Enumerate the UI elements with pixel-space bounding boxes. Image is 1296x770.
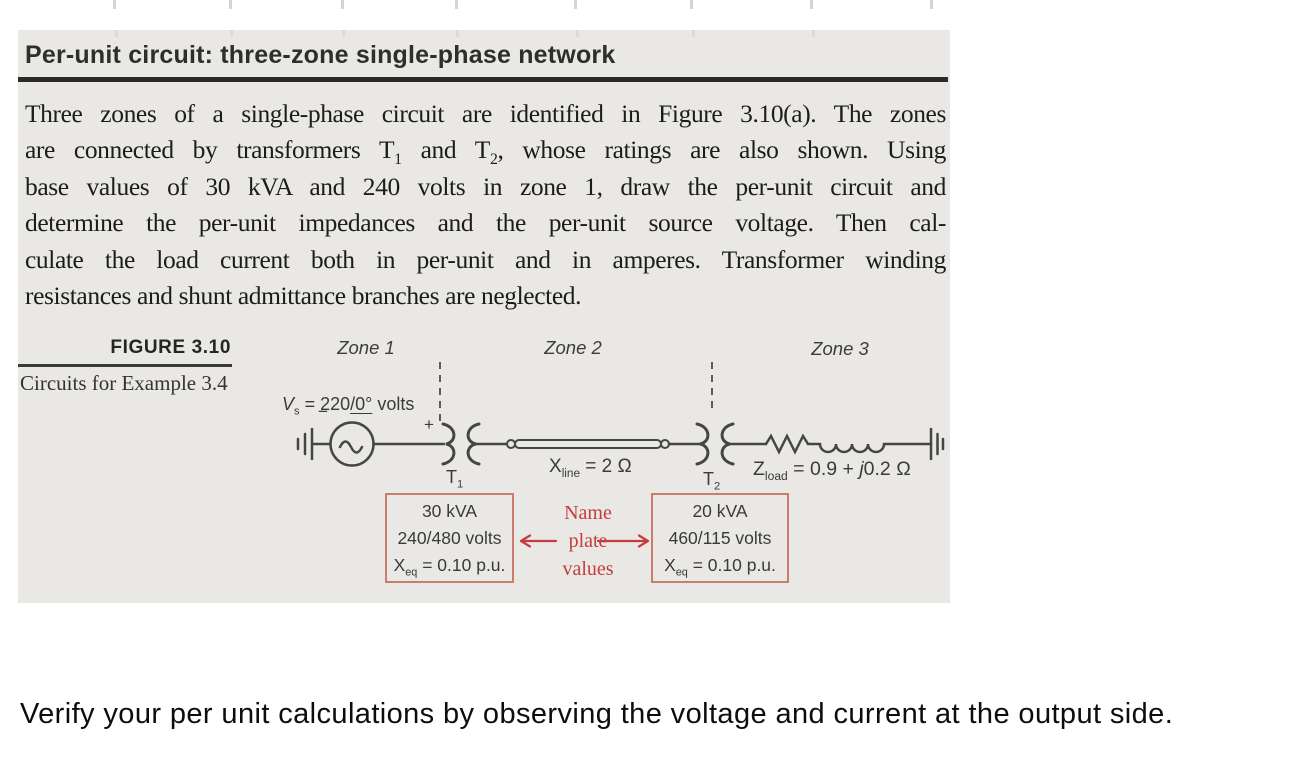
- ground-left-icon: [296, 427, 314, 461]
- scan-artifact-tick: [341, 0, 344, 9]
- scan-artifact-tick: [692, 30, 695, 37]
- scan-artifact-tick: [342, 30, 345, 37]
- nameplate-values-note: Name plate values: [532, 499, 644, 583]
- scan-artifact-tick: [810, 0, 813, 9]
- ac-source-icon: [310, 421, 375, 467]
- scan-artifact-tick: [576, 30, 579, 37]
- paragraph-line: culate the load current both in per-unit…: [25, 244, 946, 274]
- t2-rating-xeq: Xeq = 0.10 p.u.: [664, 555, 776, 579]
- t2-rating-kva: 20 kVA: [692, 501, 748, 521]
- t2-nameplate-box: 20 kVA 460/115 volts Xeq = 0.10 p.u.: [651, 493, 789, 583]
- nameplate-line: values: [562, 558, 614, 580]
- transformer-t2-icon: [695, 422, 735, 466]
- scan-artifact-tick: [230, 30, 233, 37]
- nameplate-line: plate: [568, 530, 608, 552]
- figure-caption: Circuits for Example 3.4: [20, 371, 228, 395]
- scan-artifact-tick: [690, 0, 693, 9]
- t1-rating-volts: 240/480 volts: [397, 528, 502, 548]
- source-voltage-label: Vs = 220/0° volts: [282, 394, 415, 418]
- scan-artifact-tick: [115, 30, 118, 37]
- paragraph-line: base values of 30 kVA and 240 volts in z…: [25, 171, 946, 201]
- transformer-t2-label: T2: [703, 469, 721, 493]
- nameplate-line: Name: [564, 502, 612, 524]
- heading-rule: [18, 77, 948, 82]
- t2-rating-volts: 460/115 volts: [668, 528, 772, 548]
- nameplate-arrow-left-icon: [519, 534, 558, 548]
- section-heading: Per-unit circuit: three-zone single-phas…: [25, 41, 616, 69]
- nameplate-arrow-right-icon: [596, 534, 650, 548]
- source-minus-polarity: −: [318, 402, 328, 421]
- figure-label: FIGURE 3.10: [110, 337, 231, 358]
- scan-artifact-tick: [229, 0, 232, 9]
- load-impedance-label: Zload = 0.9 + j0.2 Ω: [753, 458, 911, 483]
- zone-1-label: Zone 1: [337, 337, 395, 358]
- scan-artifact-tick: [574, 0, 577, 9]
- transformer-t1-label: T1: [446, 467, 464, 491]
- paragraph-line: determine the per-unit impedances and th…: [25, 208, 946, 238]
- scan-artifact-tick: [812, 30, 815, 37]
- t1-rating-kva: 30 kVA: [421, 501, 478, 521]
- inductor-icon: [818, 442, 886, 454]
- ground-right-icon: [929, 427, 945, 461]
- transformer-t1-icon: [441, 422, 481, 466]
- scanned-document-sheet: [18, 30, 950, 603]
- zone-3-label: Zone 3: [811, 338, 869, 359]
- transmission-line-icon: [506, 439, 670, 449]
- figure-rule: [18, 364, 232, 367]
- t1-nameplate-box: 30 kVA 240/480 volts Xeq = 0.10 p.u.: [385, 493, 514, 583]
- verification-instruction: Verify your per unit calculations by obs…: [20, 698, 1174, 730]
- paragraph-line: resistances and shunt admittance branche…: [25, 281, 582, 311]
- zone-2-label: Zone 2: [544, 337, 602, 358]
- problem-paragraph: Three zones of a single-phase circuit ar…: [25, 96, 946, 314]
- resistor-icon: [764, 433, 810, 455]
- source-plus-polarity: +: [424, 415, 434, 434]
- scan-artifact-tick: [930, 0, 933, 9]
- scan-artifact-tick: [456, 30, 459, 37]
- paragraph-line: Three zones of a single-phase circuit ar…: [25, 99, 946, 128]
- t1-rating-xeq: Xeq = 0.10 p.u.: [393, 555, 506, 579]
- line-reactance-label: Xline = 2 Ω: [549, 456, 632, 480]
- scan-artifact-tick: [455, 0, 458, 9]
- scan-artifact-tick: [113, 0, 116, 9]
- paragraph-line: are connected by transformers T1 and T2,…: [25, 135, 946, 169]
